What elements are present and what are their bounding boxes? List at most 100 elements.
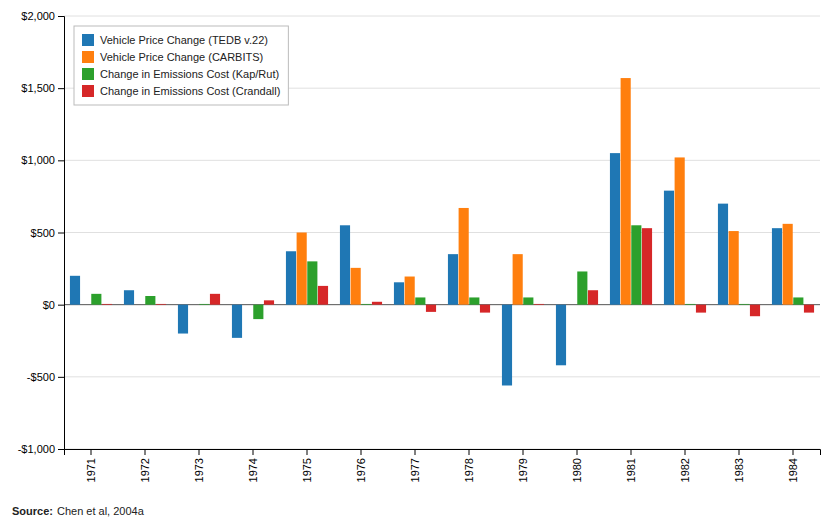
legend-swatch xyxy=(82,68,94,80)
legend-label: Change in Emissions Cost (Crandall) xyxy=(100,85,280,97)
bar xyxy=(415,297,425,304)
bar xyxy=(264,300,274,304)
x-tick-mark xyxy=(415,449,416,455)
bar xyxy=(81,304,91,305)
bar xyxy=(783,224,793,305)
bar xyxy=(750,305,760,317)
x-tick-label: 1973 xyxy=(193,458,205,482)
x-tick: 1973 xyxy=(193,449,205,482)
y-tick: -$500 xyxy=(27,371,64,383)
bar xyxy=(243,304,253,305)
y-tick-mark xyxy=(58,305,64,306)
bar xyxy=(210,294,220,305)
x-tick: 1975 xyxy=(301,449,313,482)
x-tick-label: 1974 xyxy=(247,458,259,482)
bar xyxy=(361,303,371,305)
x-tick-label: 1978 xyxy=(463,458,475,482)
x-tick-label: 1977 xyxy=(409,458,421,482)
x-tick-mark xyxy=(793,449,794,455)
bar xyxy=(739,303,749,305)
y-tick-label: -$1,000 xyxy=(18,443,55,455)
y-tick-label: $2,000 xyxy=(21,10,55,22)
x-tick-label: 1981 xyxy=(625,458,637,482)
y-tick-label: -$500 xyxy=(27,371,55,383)
x-tick: 1981 xyxy=(625,449,637,482)
bar xyxy=(426,305,436,312)
legend-box xyxy=(74,26,288,105)
bar xyxy=(372,302,382,305)
y-axis-line xyxy=(58,17,65,450)
bar xyxy=(534,303,544,305)
bar-series xyxy=(91,225,803,319)
bar xyxy=(448,254,458,305)
y-tick: $2,000 xyxy=(21,10,64,22)
x-tick-mark xyxy=(469,449,470,455)
bar xyxy=(124,290,134,304)
bar xyxy=(556,305,566,366)
bar xyxy=(70,276,80,305)
bar xyxy=(804,305,814,313)
x-tick-label: 1975 xyxy=(301,458,313,482)
x-axis: 1971 1972 1973 1974 1975 1976 1977 1978 1979 1980… xyxy=(65,449,821,482)
bar xyxy=(394,282,404,304)
bar xyxy=(502,305,512,386)
bar xyxy=(685,303,695,305)
x-tick-mark xyxy=(577,449,578,455)
x-tick-label: 1982 xyxy=(679,458,691,482)
y-tick-label: $1,000 xyxy=(21,154,55,166)
y-tick-mark xyxy=(58,160,64,161)
y-tick: -$1,000 xyxy=(18,443,64,455)
y-tick-label: $1,500 xyxy=(21,82,55,94)
legend-swatch xyxy=(82,34,94,46)
y-tick: $500 xyxy=(31,227,64,239)
bar xyxy=(340,225,350,304)
x-tick: 1977 xyxy=(409,449,421,482)
bars xyxy=(70,78,814,385)
bar xyxy=(772,228,782,304)
x-axis-line xyxy=(65,450,821,456)
y-axis: -$1,000-$500$0$500$1,000$1,500$2,000 xyxy=(18,10,65,455)
bar xyxy=(621,78,631,305)
bar xyxy=(405,277,415,305)
legend-item: Change in Emissions Cost (Kap/Rut) xyxy=(82,68,279,80)
grid-line xyxy=(64,376,820,377)
bar xyxy=(513,254,523,305)
x-tick-label: 1979 xyxy=(517,458,529,482)
bar xyxy=(567,304,577,305)
x-tick: 1980 xyxy=(571,449,583,482)
bar xyxy=(297,233,307,305)
x-tick: 1972 xyxy=(139,449,151,482)
bar xyxy=(631,225,641,304)
bar-series xyxy=(297,78,793,305)
legend: Vehicle Price Change (TEDB v.22) Vehicle … xyxy=(74,26,288,105)
y-tick-mark xyxy=(58,377,64,378)
x-tick-mark xyxy=(523,449,524,455)
x-tick-label: 1980 xyxy=(571,458,583,482)
x-tick: 1976 xyxy=(355,449,367,482)
bar xyxy=(156,303,166,305)
bar xyxy=(91,294,101,305)
bar xyxy=(232,305,242,338)
legend-item: Vehicle Price Change (CARBITS) xyxy=(82,51,263,63)
bar xyxy=(718,204,728,305)
bar xyxy=(480,305,490,313)
legend-item: Vehicle Price Change (TEDB v.22) xyxy=(82,34,268,46)
x-tick: 1984 xyxy=(787,449,799,482)
legend-item: Change in Emissions Cost (Crandall) xyxy=(82,85,280,97)
plot: -$1,000-$500$0$500$1,000$1,500$2,0001971… xyxy=(18,10,821,482)
x-tick-label: 1971 xyxy=(85,458,97,482)
bar xyxy=(351,268,361,305)
grid-line xyxy=(64,16,820,17)
x-tick: 1983 xyxy=(733,449,745,482)
zero-line xyxy=(64,304,820,305)
source-label: Source: xyxy=(12,505,53,517)
x-tick-mark xyxy=(685,449,686,455)
bar xyxy=(523,297,533,304)
bar xyxy=(286,251,296,304)
legend-swatch xyxy=(82,51,94,63)
bar-series xyxy=(70,153,782,385)
source-text: Chen et al, 2004a xyxy=(57,505,145,517)
grid-line xyxy=(64,232,820,233)
x-tick-label: 1983 xyxy=(733,458,745,482)
x-tick-mark xyxy=(91,449,92,455)
